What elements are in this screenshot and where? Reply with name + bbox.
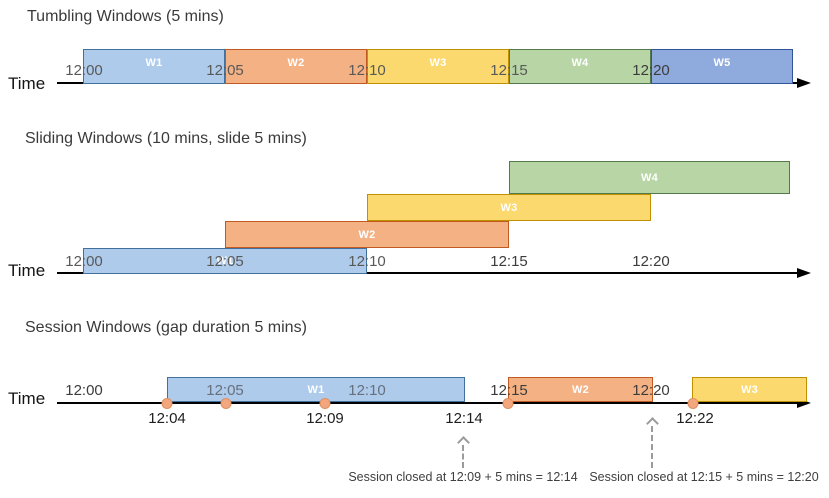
tick-label: 12:10 [348, 253, 386, 270]
sliding-window-w2: W2 [225, 221, 509, 248]
window-label: W4 [640, 171, 659, 184]
session-timeline-arrow-icon [797, 398, 811, 408]
event-time-label: 12:09 [306, 410, 344, 427]
event-time-label: 12:04 [148, 410, 186, 427]
tick-label: 12:10 [348, 62, 386, 79]
tumbling-window-w2: W2 [225, 49, 367, 84]
tick-label: 12:15 [490, 253, 528, 270]
window-label: W2 [358, 228, 376, 241]
tick-label: 12:00 [65, 382, 103, 399]
sliding-title: Sliding Windows (10 mins, slide 5 mins) [25, 130, 307, 147]
sliding-timeline-arrow-icon [797, 268, 811, 278]
session-title: Session Windows (gap duration 5 mins) [25, 319, 307, 336]
tick-label: 12:20 [632, 62, 670, 79]
sliding-window-w3: W3 [367, 194, 651, 221]
window-label: W3 [500, 201, 518, 214]
event-marker-dot [220, 398, 232, 409]
tumbling-time-axis-label: Time [8, 74, 46, 93]
tumbling-window-w4: W4 [509, 49, 651, 84]
tick-label: 12:05 [206, 62, 244, 79]
tick-label: 12:10 [348, 382, 386, 399]
window-label: W2 [287, 57, 305, 69]
session-time-axis-label: Time [8, 389, 46, 408]
sliding-window-w4: W4 [509, 161, 790, 194]
sliding-window-w1: W1 [83, 248, 367, 274]
window-label: W3 [429, 57, 447, 69]
event-time-label: 12:22 [676, 410, 714, 427]
tumbling-title: Tumbling Windows (5 mins) [27, 8, 224, 25]
event-marker-dot [502, 398, 514, 409]
tick-label: 12:15 [490, 62, 528, 79]
tick-label: 12:20 [632, 253, 670, 270]
tumbling-window-w5: W5 [651, 49, 793, 84]
event-marker-dot [687, 398, 699, 409]
window-label: W1 [307, 383, 325, 396]
event-marker-dot [319, 398, 331, 409]
window-label: W5 [713, 57, 731, 69]
session-close-annotation: Session closed at 12:15 + 5 mins = 12:20 [589, 470, 819, 484]
event-marker-dot [161, 398, 173, 409]
session-window-w3: W3 [692, 377, 807, 402]
tick-label: 12:15 [490, 382, 528, 399]
window-label: W3 [740, 383, 759, 396]
tick-label: 12:05 [206, 253, 244, 270]
tick-label: 12:00 [65, 253, 103, 270]
dashed-arrow-line [462, 445, 464, 468]
window-label: W1 [145, 57, 163, 69]
tumbling-timeline-arrow-icon [797, 78, 811, 88]
window-label: W1 [216, 255, 234, 267]
session-window-w1: W1 [167, 377, 465, 402]
session-window-w2: W2 [508, 377, 653, 402]
sliding-timeline [57, 272, 798, 274]
dashed-arrow-line [651, 426, 653, 468]
event-time-label: 12:14 [445, 410, 483, 427]
session-close-annotation: Session closed at 12:09 + 5 mins = 12:14 [348, 470, 578, 484]
tick-label: 12:20 [632, 382, 670, 399]
window-label: W4 [571, 57, 589, 69]
window-label: W2 [571, 383, 590, 396]
tumbling-window-w1: W1 [83, 49, 225, 84]
sliding-time-axis-label: Time [8, 261, 46, 280]
session-timeline [57, 402, 798, 404]
tumbling-window-w3: W3 [367, 49, 509, 84]
tick-label: 12:00 [65, 62, 103, 79]
tick-label: 12:05 [206, 382, 244, 399]
